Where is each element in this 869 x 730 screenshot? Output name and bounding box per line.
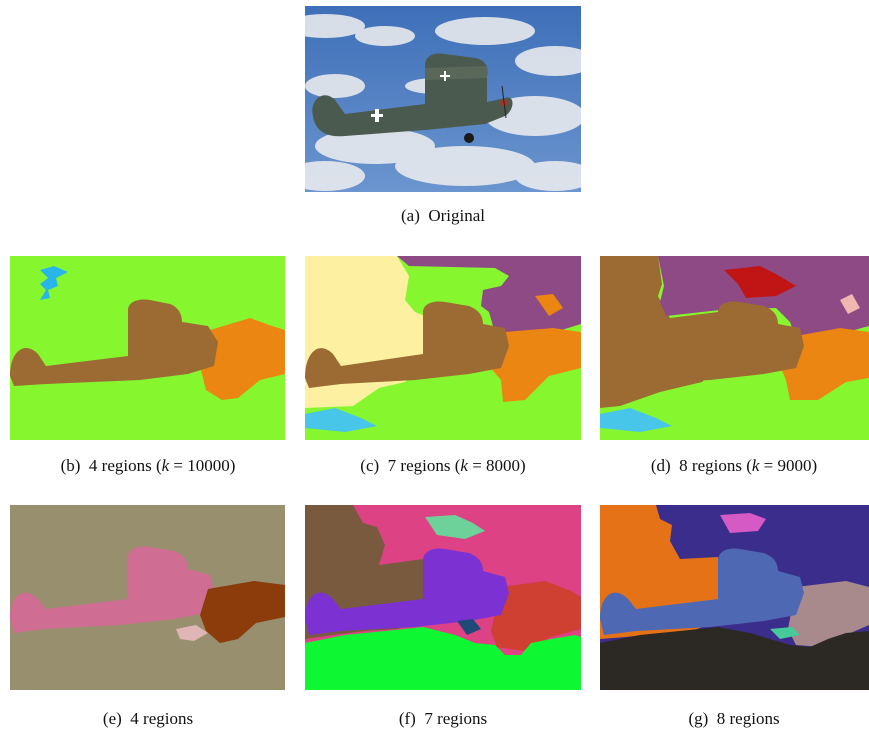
caption-c-k: k [460,456,468,475]
caption-b-label: (b) [60,456,81,475]
caption-e: (e) 4 regions [3,709,293,729]
caption-d-label: (d) [650,456,671,475]
caption-g-label: (g) [688,709,709,728]
caption-c-pre: 7 regions ( [387,456,461,475]
segmentation-map-d [600,256,869,440]
caption-c: (c) 7 regions (k = 8000) [298,456,588,476]
segmentation-map-c [305,256,581,440]
caption-d: (d) 8 regions (k = 9000) [589,456,869,476]
segmentation-map-f [305,505,581,690]
caption-d-eq: = 9000) [759,456,818,475]
panel-d-segmentation [600,256,869,440]
caption-e-text: 4 regions [130,709,194,728]
panel-c-segmentation [305,256,581,440]
caption-b-eq: = 10000) [169,456,236,475]
caption-f: (f) 7 regions [298,709,588,729]
segmentation-map-e [10,505,285,690]
panel-f-segmentation [305,505,581,690]
caption-d-k: k [751,456,760,475]
caption-b-k: k [161,456,170,475]
panel-a-original-image [305,6,581,192]
caption-a-text: Original [428,206,486,225]
airplane-photo [305,6,581,192]
panel-b-segmentation [10,256,285,440]
caption-f-label: (f) [398,709,416,728]
caption-e-label: (e) [102,709,122,728]
caption-a-label: (a) [400,206,420,225]
caption-f-text: 7 regions [424,709,488,728]
caption-a: (a) Original [298,206,588,226]
caption-g-text: 8 regions [716,709,780,728]
segmentation-map-g [600,505,869,690]
caption-b-pre: 4 regions ( [88,456,162,475]
caption-b: (b) 4 regions (k = 10000) [3,456,293,476]
panel-g-segmentation [600,505,869,690]
segmentation-map-b [10,256,285,440]
airplane-silhouette [312,53,513,143]
caption-c-label: (c) [360,456,380,475]
caption-d-pre: 8 regions ( [679,456,752,475]
caption-c-eq: = 8000) [467,456,526,475]
panel-e-segmentation [10,505,285,690]
caption-g: (g) 8 regions [589,709,869,729]
